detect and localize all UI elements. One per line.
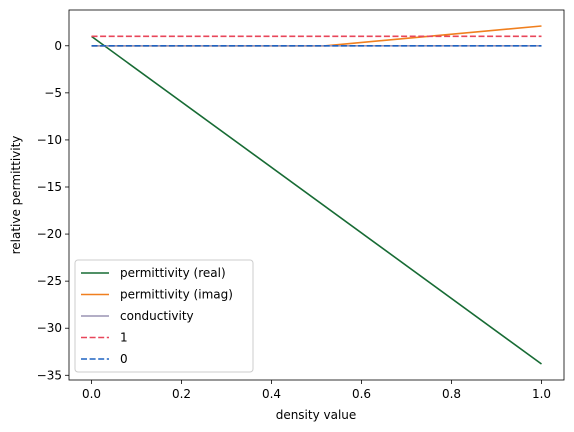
x-axis-label: density value xyxy=(276,408,357,422)
x-tick-label: 0.4 xyxy=(262,387,281,401)
x-tick-label: 0.8 xyxy=(442,387,461,401)
plot-border xyxy=(68,9,565,381)
legend-label-1: permittivity (imag) xyxy=(120,288,233,302)
x-tick-label: 1.0 xyxy=(532,387,551,401)
y-tick-label: −35 xyxy=(37,368,62,382)
legend-box xyxy=(74,259,254,373)
y-tick-label: −25 xyxy=(37,274,62,288)
y-tick-label: −30 xyxy=(37,321,62,335)
series-line-0 xyxy=(91,35,542,365)
x-axis-ticks: 0.0 0.2 0.4 0.6 0.8 1.0 xyxy=(82,380,551,401)
legend-label-2: conductivity xyxy=(120,309,194,323)
y-tick-label: −15 xyxy=(37,180,62,194)
legend-label-3: 1 xyxy=(120,331,128,345)
y-tick-label: −20 xyxy=(37,227,62,241)
series-layer xyxy=(91,25,542,365)
legend-label-0: permittivity (real) xyxy=(120,266,226,280)
y-axis-ticks: 0 −5 −10 −15 −20 −25 −30 −35 xyxy=(37,39,69,382)
y-tick-label: −10 xyxy=(37,133,62,147)
y-tick-label: 0 xyxy=(54,39,62,53)
y-tick-label: −5 xyxy=(44,86,62,100)
x-tick-label: 0.0 xyxy=(82,387,101,401)
legend: permittivity (real) permittivity (imag) co… xyxy=(74,259,254,373)
y-axis-label: relative permittivity xyxy=(9,136,23,255)
x-tick-label: 0.6 xyxy=(352,387,371,401)
x-tick-label: 0.2 xyxy=(172,387,191,401)
legend-label-4: 0 xyxy=(120,352,128,366)
